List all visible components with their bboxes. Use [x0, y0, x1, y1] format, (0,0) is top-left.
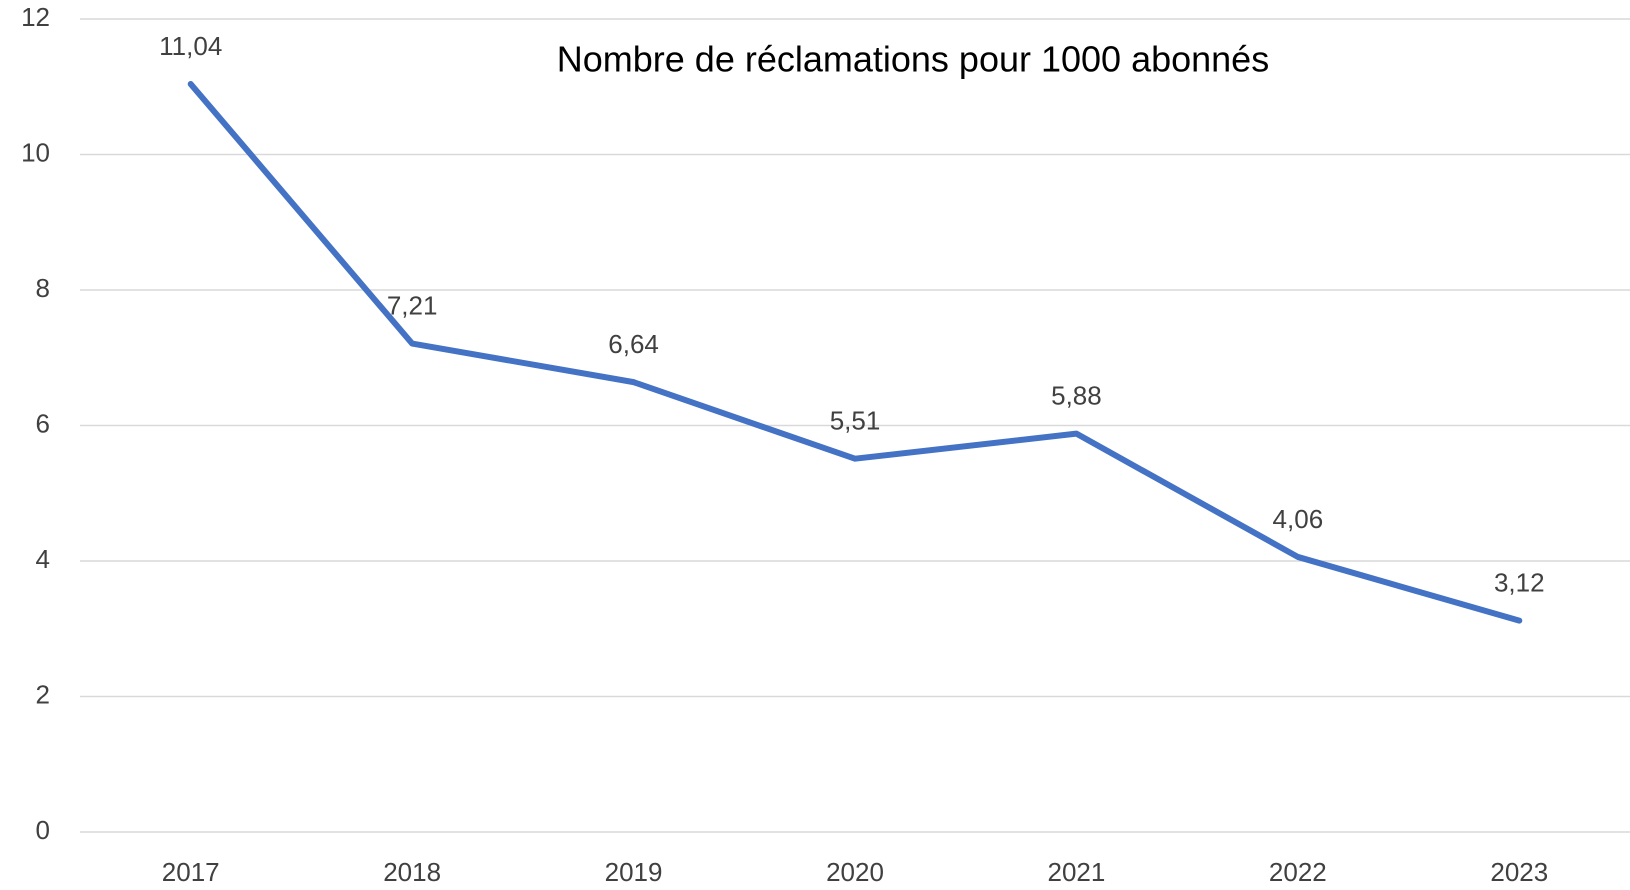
x-tick-label: 2020: [826, 857, 884, 887]
data-label: 3,12: [1494, 567, 1545, 597]
x-tick-label: 2018: [383, 857, 441, 887]
chart-title: Nombre de réclamations pour 1000 abonnés: [557, 39, 1269, 80]
data-label: 5,88: [1051, 381, 1102, 411]
data-label: 6,64: [608, 329, 659, 359]
x-tick-label: 2022: [1269, 857, 1327, 887]
y-tick-label: 10: [21, 137, 50, 167]
x-tick-label: 2021: [1048, 857, 1106, 887]
x-tick-label: 2019: [605, 857, 663, 887]
data-label: 5,51: [830, 406, 881, 436]
y-tick-label: 12: [21, 2, 50, 32]
data-label: 7,21: [387, 290, 438, 320]
data-label: 4,06: [1273, 504, 1324, 534]
x-tick-label: 2017: [162, 857, 220, 887]
y-tick-label: 4: [36, 544, 50, 574]
data-line: [187, 81, 1523, 624]
y-tick-label: 0: [36, 815, 50, 845]
y-tick-label: 2: [36, 679, 50, 709]
x-tick-label: 2023: [1490, 857, 1548, 887]
y-tick-label: 6: [36, 408, 50, 438]
y-tick-label: 8: [36, 273, 50, 303]
data-label: 11,04: [159, 31, 222, 61]
